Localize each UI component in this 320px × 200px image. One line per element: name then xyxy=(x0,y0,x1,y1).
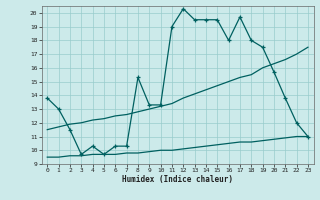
X-axis label: Humidex (Indice chaleur): Humidex (Indice chaleur) xyxy=(122,175,233,184)
